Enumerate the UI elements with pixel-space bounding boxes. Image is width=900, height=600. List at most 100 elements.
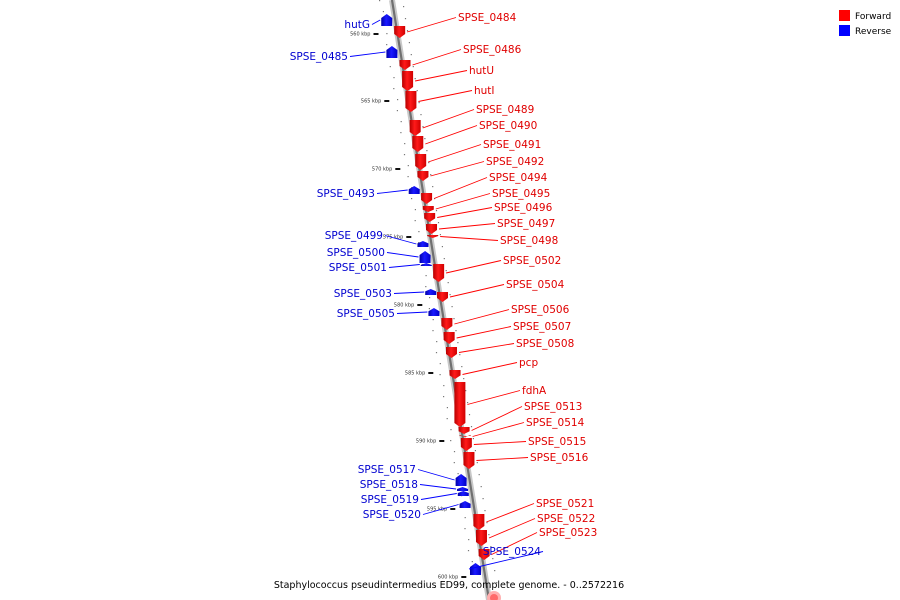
gene-label-spse-0495[interactable]: SPSE_0495	[492, 188, 550, 200]
gene-label-spse-0496[interactable]: SPSE_0496	[494, 202, 553, 214]
gene-leader-line	[488, 518, 536, 539]
gene-huti[interactable]	[405, 91, 417, 112]
gene-label-spse-0503[interactable]: SPSE_0503	[334, 288, 392, 300]
gene-label-spse-0515[interactable]: SPSE_0515	[528, 436, 586, 448]
gene-spse-0490[interactable]	[412, 136, 424, 152]
gene-fdha[interactable]	[454, 382, 466, 427]
gene-label-spse-0486[interactable]: SPSE_0486	[463, 44, 522, 56]
gene-spse-0504[interactable]	[437, 292, 449, 302]
scale-tick-label: 595 kbp	[427, 507, 447, 513]
gene-label-spse-0505[interactable]: SPSE_0505	[337, 308, 395, 320]
gene-spse-0495[interactable]	[422, 206, 434, 212]
gene-spse-0484[interactable]	[394, 26, 406, 38]
gene-label-spse-0518[interactable]: SPSE_0518	[360, 479, 418, 491]
gene-label-spse-0491[interactable]: SPSE_0491	[483, 139, 541, 151]
gene-leader-line	[456, 326, 512, 339]
gene-spse-0513[interactable]	[458, 427, 470, 434]
gene-label-spse-0519[interactable]: SPSE_0519	[361, 494, 419, 506]
gene-spse-0505[interactable]	[428, 308, 440, 316]
gene-label-spse-0507[interactable]: SPSE_0507	[513, 321, 571, 333]
gene-label-spse-0523[interactable]: SPSE_0523	[539, 527, 597, 539]
gene-label-spse-0521[interactable]: SPSE_0521	[536, 498, 594, 510]
gene-spse-0491[interactable]	[415, 154, 427, 170]
gene-spse-0521[interactable]	[473, 514, 485, 530]
gene-spse-0485[interactable]	[386, 46, 398, 58]
gene-leader-line	[486, 503, 535, 523]
gene-spse-0508[interactable]	[445, 347, 457, 358]
gene-spse-0503[interactable]	[425, 289, 437, 295]
gene-spse-0498[interactable]	[427, 235, 439, 238]
gene-spse-0497[interactable]	[426, 224, 438, 234]
gene-label-spse-0520[interactable]: SPSE_0520	[363, 509, 421, 521]
gene-label-spse-0494[interactable]: SPSE_0494	[489, 172, 548, 184]
gene-label-hutg[interactable]: hutG	[344, 19, 370, 31]
legend-label-reverse: Reverse	[855, 27, 892, 37]
gene-spse-0515[interactable]	[460, 438, 472, 451]
gene-spse-0501[interactable]	[420, 263, 432, 266]
gene-label-pcp[interactable]: pcp	[519, 357, 538, 369]
gene-label-spse-0522[interactable]: SPSE_0522	[537, 513, 595, 525]
gene-label-spse-0497[interactable]: SPSE_0497	[497, 218, 555, 230]
gene-label-spse-0508[interactable]: SPSE_0508	[516, 338, 574, 350]
gene-label-spse-0489[interactable]: SPSE_0489	[476, 104, 534, 116]
gene-spse-0523[interactable]	[478, 549, 490, 560]
gene-hutg[interactable]	[381, 14, 393, 26]
gene-labels: hutG SPSE_0484 SPSE_0485 SPSE_0486 hutU hutI S…	[290, 12, 597, 570]
gene-label-spse-0517[interactable]: SPSE_0517	[358, 464, 416, 476]
gene-spse-0518[interactable]	[457, 487, 469, 491]
gene-label-spse-0492[interactable]: SPSE_0492	[486, 156, 544, 168]
gene-leader-line	[393, 291, 425, 294]
gene-label-huti[interactable]: hutI	[474, 85, 495, 97]
gene-label-spse-0499[interactable]: SPSE_0499	[325, 230, 383, 242]
gene-label-spse-0504[interactable]: SPSE_0504	[506, 279, 565, 291]
gene-spse-0522[interactable]	[475, 530, 487, 546]
gene-label-spse-0498[interactable]: SPSE_0498	[500, 235, 558, 247]
gene-label-spse-0513[interactable]: SPSE_0513	[524, 401, 582, 413]
gene-leader-line	[420, 493, 457, 500]
gene-label-fdha[interactable]: fdhA	[522, 385, 547, 397]
gene-spse-0496[interactable]	[424, 213, 436, 222]
gene-leader-line	[437, 207, 493, 218]
gene-label-hutu[interactable]: hutU	[469, 65, 494, 77]
gene-spse-0486[interactable]	[399, 60, 411, 70]
gene-leader-line	[376, 189, 408, 194]
gene-leader-line	[440, 236, 499, 241]
scale-tick-label: 580 kbp	[394, 303, 414, 309]
gene-spse-0524[interactable]	[469, 563, 481, 575]
gene-spse-0520[interactable]	[459, 501, 471, 508]
gene-leader-line	[388, 264, 420, 268]
gene-label-spse-0506[interactable]: SPSE_0506	[511, 304, 570, 316]
gene-leader-line	[476, 457, 529, 461]
gene-spse-0506[interactable]	[441, 318, 453, 330]
gene-label-spse-0516[interactable]: SPSE_0516	[530, 452, 589, 464]
gene-spse-0516[interactable]	[463, 452, 475, 469]
gene-spse-0499[interactable]	[417, 241, 429, 247]
gene-pcp[interactable]	[449, 370, 461, 379]
gene-hutu[interactable]	[402, 71, 414, 91]
gene-spse-0500[interactable]	[419, 251, 431, 263]
gene-label-spse-0493[interactable]: SPSE_0493	[317, 188, 375, 200]
gene-spse-0514[interactable]	[459, 435, 471, 437]
gene-leader-line	[384, 235, 417, 245]
gene-spse-0502[interactable]	[433, 264, 445, 282]
gene-leader-line	[449, 284, 505, 298]
gene-label-spse-0502[interactable]: SPSE_0502	[503, 255, 561, 267]
genome-caption: Staphylococcus pseudintermedius ED99, co…	[274, 580, 624, 591]
gene-label-spse-0484[interactable]: SPSE_0484	[458, 12, 517, 24]
gene-spse-0492[interactable]	[417, 171, 429, 181]
gene-label-spse-0485[interactable]: SPSE_0485	[290, 51, 348, 63]
gene-label-spse-0514[interactable]: SPSE_0514	[526, 417, 585, 429]
gene-spse-0493[interactable]	[408, 186, 420, 194]
scale-tick-label: 565 kbp	[361, 99, 381, 105]
gene-label-spse-0490[interactable]: SPSE_0490	[479, 120, 537, 132]
gene-spse-0519[interactable]	[457, 491, 469, 496]
scale-tick-label: 570 kbp	[372, 167, 392, 173]
gene-spse-0517[interactable]	[455, 474, 467, 486]
gene-spse-0507[interactable]	[443, 332, 455, 344]
gene-leader-line	[422, 109, 475, 129]
gene-spse-0489[interactable]	[409, 120, 421, 136]
gene-spse-0494[interactable]	[421, 193, 433, 204]
gene-label-spse-0524[interactable]: SPSE_0524	[483, 546, 542, 558]
gene-label-spse-0501[interactable]: SPSE_0501	[329, 262, 387, 274]
gene-label-spse-0500[interactable]: SPSE_0500	[327, 247, 385, 259]
